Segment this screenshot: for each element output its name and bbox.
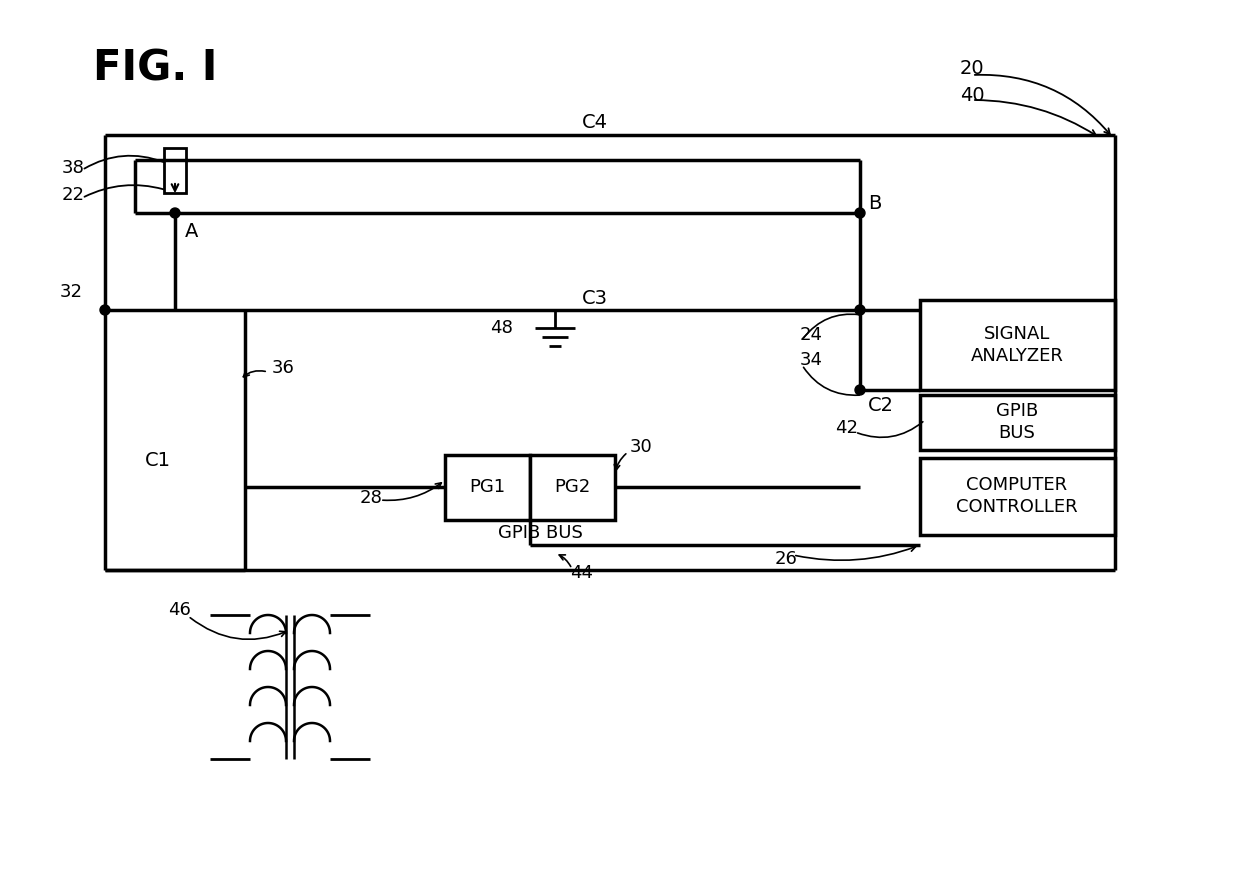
Text: 42: 42	[835, 419, 858, 437]
Text: PG2: PG2	[554, 478, 590, 496]
Bar	[529, 455, 615, 520]
Text: C3: C3	[582, 289, 608, 307]
Text: 28: 28	[360, 489, 383, 507]
Text: C2: C2	[868, 395, 894, 415]
Text: 38: 38	[62, 159, 84, 177]
Text: GPIB
BUS: GPIB BUS	[996, 402, 1038, 442]
Bar	[920, 395, 1115, 450]
Text: A: A	[185, 222, 198, 240]
Text: 36: 36	[272, 359, 295, 377]
Text: SIGNAL
ANALYZER: SIGNAL ANALYZER	[971, 325, 1064, 365]
Text: FIG. I: FIG. I	[93, 47, 217, 89]
Text: GPIB BUS: GPIB BUS	[497, 524, 583, 542]
Circle shape	[856, 385, 866, 395]
Text: 32: 32	[60, 283, 83, 301]
Text: 20: 20	[960, 58, 985, 77]
Text: 22: 22	[62, 186, 86, 204]
Text: C4: C4	[582, 113, 608, 131]
Text: 34: 34	[800, 351, 823, 369]
Text: 46: 46	[167, 601, 191, 619]
Circle shape	[856, 305, 866, 315]
Text: 30: 30	[630, 438, 652, 456]
Bar	[920, 300, 1115, 390]
Text: COMPUTER
CONTROLLER: COMPUTER CONTROLLER	[956, 476, 1078, 517]
Text: PG1: PG1	[469, 478, 505, 496]
Bar	[920, 458, 1115, 535]
Bar	[164, 148, 186, 193]
Circle shape	[100, 305, 110, 315]
Text: 44: 44	[570, 564, 593, 582]
Circle shape	[170, 208, 180, 218]
Bar	[445, 455, 529, 520]
Text: B: B	[868, 193, 882, 213]
Text: 26: 26	[775, 550, 797, 568]
Circle shape	[856, 208, 866, 218]
Text: 24: 24	[800, 326, 823, 344]
Text: 48: 48	[490, 319, 513, 337]
Text: C1: C1	[145, 450, 171, 470]
Text: 40: 40	[960, 86, 985, 105]
